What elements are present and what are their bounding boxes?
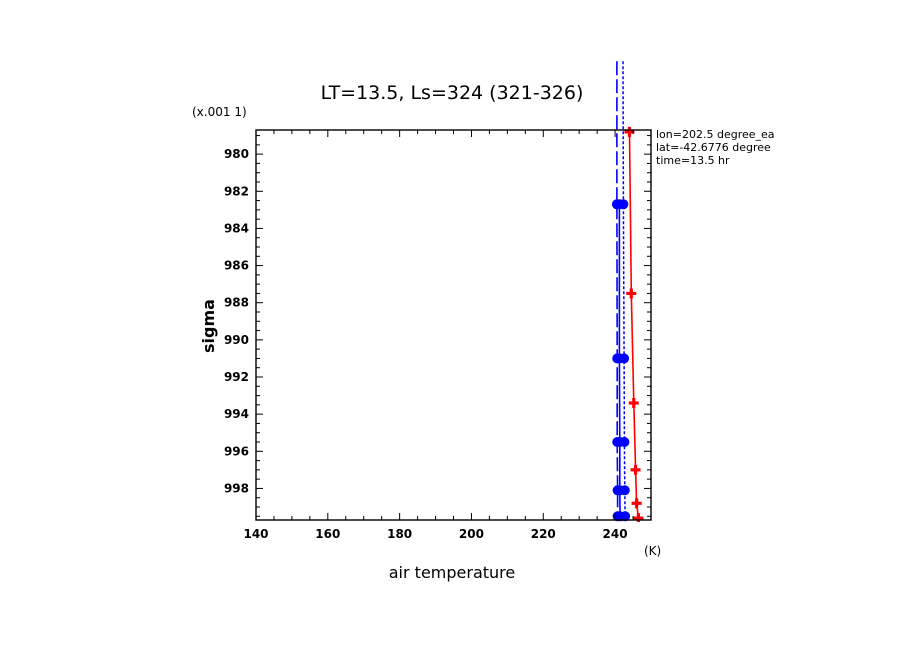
x-tick-label: 160 [315,527,340,541]
annotation-lat: lat=-42.6776 degree [656,141,771,154]
x-tick-label: 140 [243,527,268,541]
annotation-lon: lon=202.5 degree_ea [656,128,775,141]
y-scale-label: (x.001 1) [192,105,247,119]
annotations: lon=202.5 degree_ea lat=-42.6776 degree … [656,128,775,167]
series-0 [624,126,644,522]
data-point [618,199,629,210]
data-point [626,288,637,299]
x-tick-label: 240 [603,527,628,541]
x-tick-label: 180 [387,527,412,541]
data-point [631,498,642,509]
data-point [619,437,630,447]
ticks-layer: 140 160 180 200 220 240 980 982 984 986 988 990 992 9… [224,130,652,541]
data-point [630,464,641,475]
annotation-time: time=13.5 hr [656,154,730,167]
y-tick-label: 990 [224,333,249,347]
x-tick-label: 220 [531,527,556,541]
y-tick-label: 996 [224,444,249,458]
chart-title: LT=13.5, Ls=324 (321-326) [321,82,584,104]
data-point [620,511,631,522]
y-tick-label: 980 [224,147,249,161]
y-tick-label: 992 [224,370,249,384]
y-tick-label: 986 [224,259,249,273]
data-point [633,513,644,522]
x-axis-unit: (K) [644,544,661,558]
data-point [619,353,630,364]
y-tick-label: 998 [224,481,249,495]
y-tick-label: 994 [224,407,249,421]
series-layer [611,61,644,522]
y-axis-label: sigma [199,299,218,353]
series-line [628,131,640,519]
data-point [628,398,639,408]
data-point [619,485,630,496]
plot-frame [255,129,652,521]
x-axis-label: air temperature [389,563,515,582]
x-tick-label: 200 [459,527,484,541]
y-tick-label: 982 [224,184,249,198]
y-tick-label: 988 [224,296,249,310]
series-3 [618,61,631,522]
y-tick-label: 984 [224,221,249,235]
